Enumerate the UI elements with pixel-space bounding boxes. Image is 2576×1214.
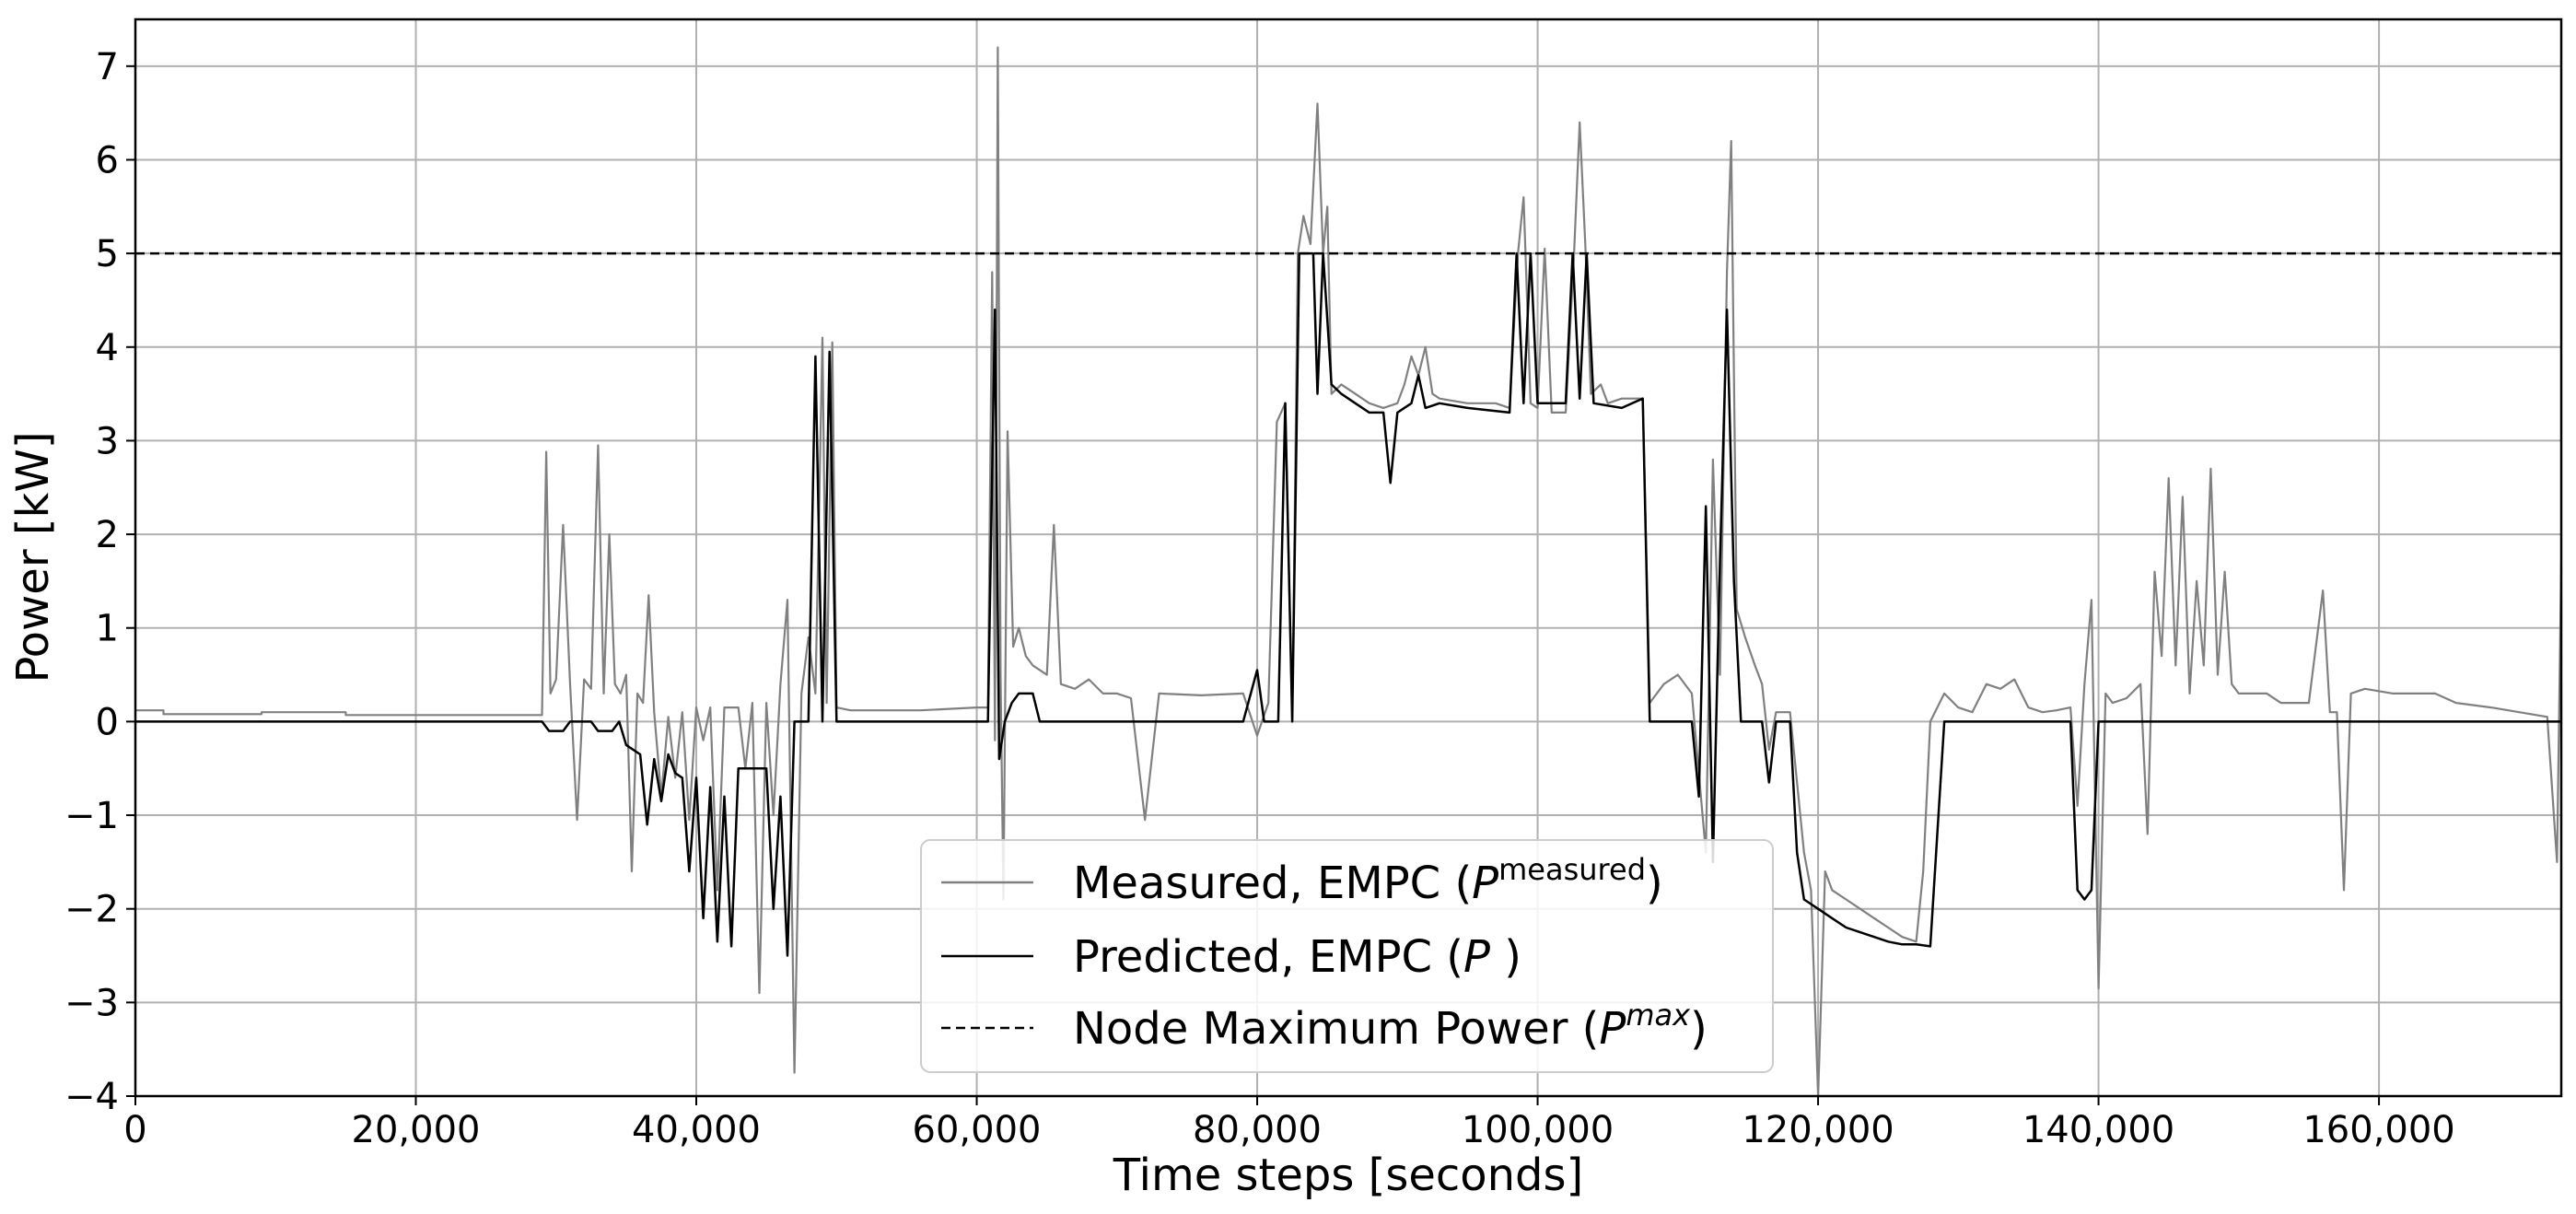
y-tick-label: 0 [96,701,119,743]
series-layer [135,46,2561,1096]
x-tick-label: 40,000 [632,1109,761,1151]
y-tick-label: 7 [96,46,119,88]
y-tick-label: 5 [96,233,119,275]
legend-box [920,839,1774,1073]
legend-measured-label: Measured, EMPC (Pmeasured) [1073,852,1663,909]
y-tick-label: −4 [64,1076,119,1118]
plot-frame [134,18,2563,1098]
y-tick-label: −2 [64,889,119,931]
legend: Measured, EMPC (Pmeasured) Predicted, EM… [920,839,1774,1073]
y-tick-label: −3 [64,982,119,1024]
series-measured-line [135,46,2561,1096]
legend-predicted-label: Predicted, EMPC (P ) [1073,931,1521,983]
y-axis-label: Power [kW] [7,431,59,683]
y-tick-label: 6 [96,139,119,181]
y-tick-label: 4 [96,327,119,369]
legend-max-power-label: Node Maximum Power (Pmax) [1073,998,1708,1055]
x-tick-label: 120,000 [1742,1109,1894,1151]
x-tick-label: 160,000 [2302,1109,2454,1151]
x-axis: 0 20,000 40,000 60,000 80,000 100,000 120,000 1… [123,1096,2455,1151]
x-tick-label: 100,000 [1462,1109,1614,1151]
series-predicted-line [135,251,2561,957]
x-tick-label: 140,000 [2022,1109,2174,1151]
y-tick-label: 2 [96,514,119,556]
y-tick-label: −1 [64,795,119,837]
x-tick-label: 60,000 [913,1109,1042,1151]
x-axis-label: Time steps [seconds] [1113,1150,1583,1201]
x-tick-label: 80,000 [1193,1109,1322,1151]
x-tick-label: 20,000 [352,1109,481,1151]
y-tick-label: 3 [96,420,119,462]
x-tick-label: 0 [123,1109,146,1151]
y-tick-label: 1 [96,608,119,650]
y-axis: −4 −3 −2 −1 0 1 2 3 4 5 6 7 [64,46,135,1118]
